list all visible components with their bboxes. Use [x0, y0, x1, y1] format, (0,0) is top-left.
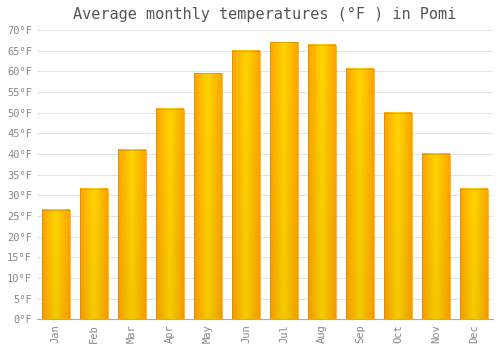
Bar	[346, 69, 374, 320]
Bar	[80, 189, 108, 320]
Bar	[156, 108, 184, 320]
Bar	[194, 74, 222, 320]
Bar	[270, 42, 297, 320]
Bar	[118, 150, 146, 320]
Bar	[460, 189, 487, 320]
Bar	[232, 51, 260, 320]
Bar	[308, 44, 336, 320]
Bar	[384, 113, 411, 320]
Bar	[42, 210, 70, 320]
Title: Average monthly temperatures (°F ) in Pomi: Average monthly temperatures (°F ) in Po…	[74, 7, 456, 22]
Bar	[422, 154, 450, 320]
